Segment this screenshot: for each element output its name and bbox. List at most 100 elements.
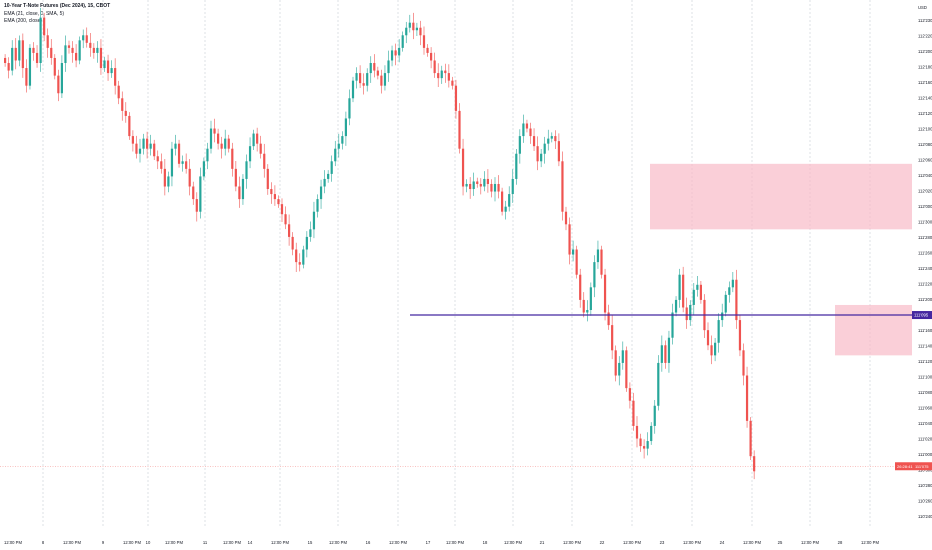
- candle-body-120: [430, 52, 433, 61]
- candle-body-164: [586, 309, 589, 313]
- y-tick-label: 110'280: [918, 483, 932, 488]
- candle-body-30: [110, 68, 113, 74]
- candle-body-191: [682, 274, 685, 308]
- candle-body-58: [209, 128, 213, 149]
- candle-body-81: [291, 236, 294, 250]
- candle-body-100: [359, 73, 362, 84]
- candle-body-130: [465, 183, 468, 187]
- candle-body-11: [43, 17, 46, 36]
- candle-body-6: [25, 68, 28, 86]
- candle-body-169: [603, 274, 607, 313]
- candle-body-99: [355, 73, 358, 81]
- candle-body-172: [614, 350, 617, 376]
- candle-body-59: [213, 128, 216, 134]
- candle-body-199: [710, 345, 713, 356]
- candle-body-91: [327, 173, 330, 179]
- candle-body-36: [131, 136, 134, 144]
- supply-zone-1: [835, 304, 912, 356]
- x-tick-label: 14: [248, 540, 253, 545]
- candle-body-189: [674, 299, 678, 313]
- y-axis-unit: USD: [918, 5, 927, 10]
- x-tick-label: 12:00 PM: [563, 540, 581, 545]
- candle-body-109: [390, 50, 394, 61]
- x-tick-label: 11: [203, 540, 208, 545]
- candle-body-22: [82, 35, 85, 41]
- candle-body-82: [295, 249, 298, 263]
- candle-body-57: [206, 148, 209, 162]
- hline-badge: [912, 311, 932, 320]
- candle-body-38: [138, 148, 142, 154]
- candle-body-176: [628, 388, 631, 401]
- candle-body-62: [224, 138, 227, 149]
- x-tick-label: 8: [42, 540, 45, 545]
- candle-body-52: [188, 168, 191, 187]
- candle-body-202: [721, 312, 724, 321]
- candle-body-167: [596, 249, 600, 263]
- candle-body-55: [199, 176, 202, 212]
- candle-body-131: [469, 183, 472, 190]
- candle-body-126: [451, 80, 454, 86]
- candle-body-44: [160, 161, 163, 169]
- candle-body-45: [163, 168, 166, 187]
- candle-body-71: [256, 133, 259, 144]
- candle-body-105: [376, 70, 379, 76]
- candle-body-5: [21, 40, 24, 69]
- candle-body-108: [387, 60, 390, 74]
- candle-body-49: [177, 143, 181, 164]
- candle-body-158: [564, 211, 568, 225]
- candle-body-161: [575, 249, 578, 275]
- legend-title: 10-Year T-Note Futures (Dec 2024), 15, C…: [4, 3, 111, 9]
- chart-legend: 10-Year T-Note Futures (Dec 2024), 15, C…: [4, 3, 110, 26]
- x-tick-label: 12:00 PM: [683, 540, 701, 545]
- candle-body-211: [753, 456, 756, 472]
- candle-body-76: [273, 194, 276, 200]
- candle-body-168: [600, 249, 603, 275]
- candle-body-134: [479, 183, 482, 187]
- candle-body-102: [366, 73, 369, 86]
- x-tick-label: 12:00 PM: [123, 540, 141, 545]
- candle-body-42: [153, 143, 156, 157]
- candle-body-26: [96, 47, 99, 53]
- candle-body-18: [67, 45, 71, 48]
- candle-body-90: [323, 178, 326, 187]
- y-tick-label: 112'180: [918, 65, 932, 70]
- x-tick-label: 12:00 PM: [329, 540, 347, 545]
- candle-body-66: [238, 186, 241, 200]
- candle-body-75: [270, 189, 273, 195]
- candle-body-129: [461, 148, 465, 187]
- candle-body-209: [745, 375, 749, 421]
- candle-body-162: [579, 274, 582, 300]
- candle-body-16: [60, 63, 63, 94]
- candle-body-121: [433, 60, 436, 74]
- y-tick-label: 111'040: [918, 421, 932, 426]
- candle-body-177: [632, 400, 635, 426]
- y-tick-label: 112'140: [918, 96, 932, 101]
- candle-body-188: [671, 312, 674, 338]
- candle-body-69: [248, 146, 252, 162]
- candle-body-97: [348, 98, 351, 119]
- candle-body-127: [454, 85, 458, 111]
- candle-body-183: [653, 405, 656, 426]
- candle-body-46: [167, 176, 170, 187]
- y-tick-label: 111'260: [918, 251, 932, 256]
- candle-body-50: [181, 161, 184, 164]
- candle-body-148: [529, 128, 532, 137]
- candle-body-140: [501, 191, 504, 212]
- hline-badge-label: 111'095: [914, 313, 929, 318]
- candle-body-111: [398, 47, 401, 56]
- y-tick-label: 111'240: [918, 266, 932, 271]
- candle-body-56: [202, 161, 205, 177]
- candle-body-153: [547, 138, 550, 144]
- candle-body-84: [302, 249, 305, 265]
- candle-body-12: [46, 35, 49, 48]
- candle-body-65: [234, 168, 237, 187]
- candle-body-146: [522, 123, 525, 137]
- candle-body-118: [422, 35, 426, 48]
- candle-body-93: [334, 148, 337, 162]
- candle-body-192: [685, 307, 688, 321]
- x-tick-label: 18: [483, 540, 488, 545]
- candle-body-178: [635, 425, 639, 439]
- candle-body-150: [536, 146, 539, 162]
- price-badge-label: 111'075: [915, 464, 929, 469]
